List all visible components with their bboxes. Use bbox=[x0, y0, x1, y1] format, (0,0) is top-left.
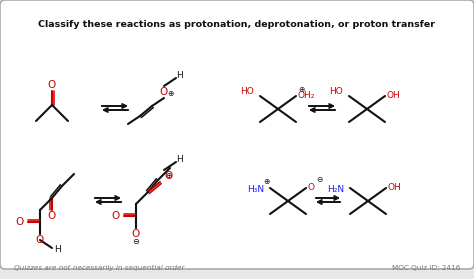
Text: O: O bbox=[36, 235, 44, 245]
Text: ⊕: ⊕ bbox=[165, 172, 171, 181]
Text: Quizzes are not necessarily in sequential order: Quizzes are not necessarily in sequentia… bbox=[14, 265, 184, 271]
Text: OH: OH bbox=[388, 184, 402, 193]
Text: ⊕: ⊕ bbox=[263, 177, 269, 186]
Text: O: O bbox=[48, 80, 56, 90]
Text: O: O bbox=[48, 211, 56, 221]
Text: O: O bbox=[132, 229, 140, 239]
Text: O: O bbox=[164, 171, 172, 181]
Text: O: O bbox=[112, 211, 120, 221]
Text: H: H bbox=[177, 155, 183, 163]
Text: ⊕: ⊕ bbox=[167, 90, 173, 98]
Text: Classify these reactions as protonation, deprotonation, or proton transfer: Classify these reactions as protonation,… bbox=[38, 20, 436, 29]
Text: H₃N: H₃N bbox=[247, 186, 264, 194]
Text: O: O bbox=[308, 184, 315, 193]
Text: OH: OH bbox=[387, 92, 401, 100]
Text: ⊖: ⊖ bbox=[316, 175, 322, 184]
Text: ⊕: ⊕ bbox=[298, 85, 304, 95]
Text: HO: HO bbox=[240, 88, 254, 97]
Text: H: H bbox=[54, 246, 61, 254]
FancyBboxPatch shape bbox=[0, 0, 474, 269]
Text: HO: HO bbox=[329, 88, 343, 97]
Text: ⊖: ⊖ bbox=[133, 237, 139, 247]
Text: O: O bbox=[160, 87, 168, 97]
Text: H₂N: H₂N bbox=[327, 186, 344, 194]
Text: O: O bbox=[16, 217, 24, 227]
Text: OH₂: OH₂ bbox=[298, 92, 315, 100]
Text: MOC Quiz ID: 2416: MOC Quiz ID: 2416 bbox=[392, 265, 460, 271]
Text: H: H bbox=[177, 71, 183, 80]
